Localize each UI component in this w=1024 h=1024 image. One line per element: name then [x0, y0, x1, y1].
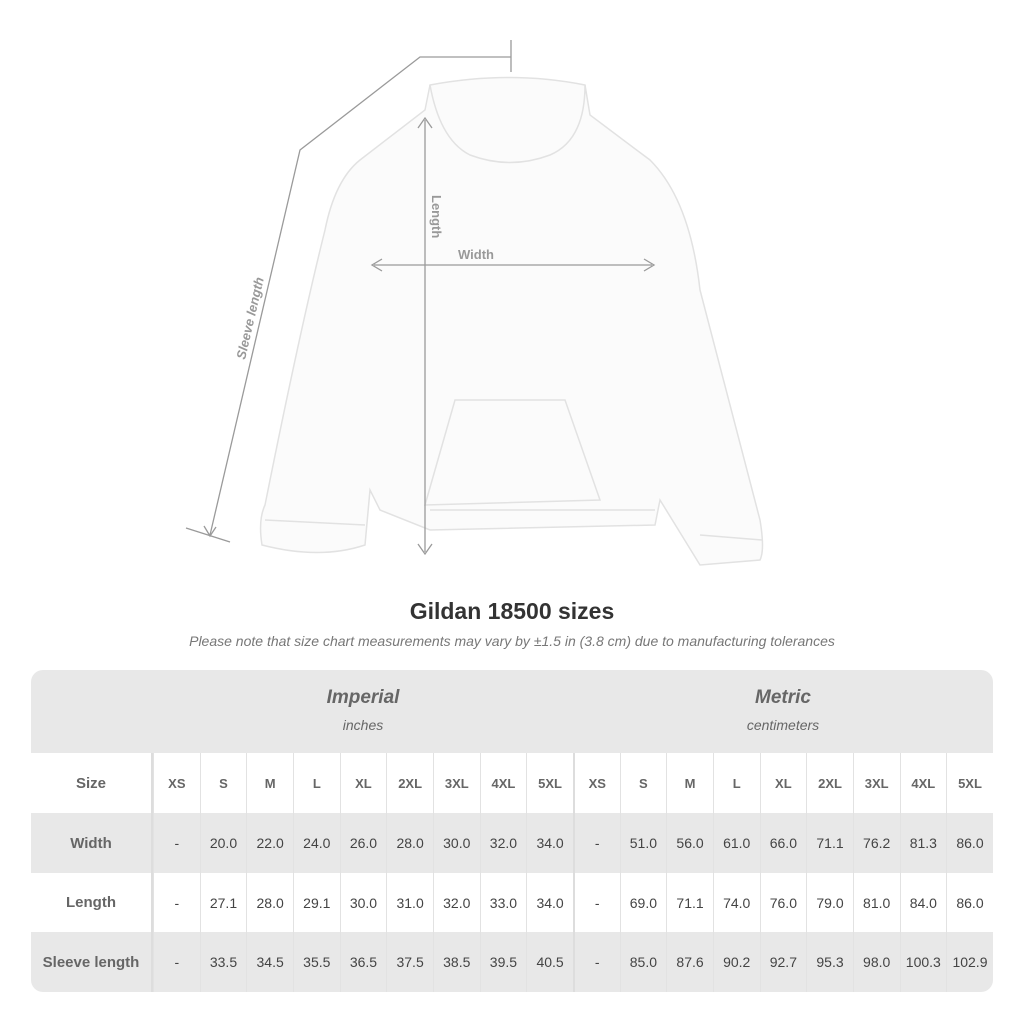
length-label: Length [429, 195, 444, 238]
size-header-imperial: S [199, 753, 247, 813]
size-header-metric: XL [759, 753, 807, 813]
size-header-imperial: 3XL [432, 753, 480, 813]
size-header-metric: L [712, 753, 760, 813]
size-header-row: Size XS S M L XL 2XL 3XL 4XL 5XL XS S M L XL 2XL 3XL 4XL 5… [31, 753, 993, 813]
imperial-value: 40.5 [526, 932, 573, 992]
metric-value: 61.0 [712, 813, 760, 873]
imperial-value: 28.0 [246, 873, 293, 932]
metric-value: 90.2 [712, 932, 760, 992]
imperial-value: 31.0 [386, 873, 433, 932]
imperial-value: 20.0 [199, 813, 247, 873]
hoodie-diagram: Sleeve length Length Width [185, 40, 764, 566]
metric-title: Metric [755, 687, 811, 708]
sleeve-length-label: Sleeve length [233, 276, 266, 361]
imperial-title: Imperial [326, 687, 400, 708]
metric-value: 71.1 [666, 873, 713, 932]
size-header-metric: M [666, 753, 713, 813]
table-row: Width -20.0 22.0 24.0 26.0 28.0 30.0 32.0 34.0-5… [31, 813, 993, 873]
metric-value: - [572, 932, 620, 992]
metric-value: 79.0 [806, 873, 853, 932]
imperial-value: 24.0 [292, 813, 340, 873]
size-header-imperial: XS [153, 753, 200, 813]
imperial-value: 35.5 [292, 932, 340, 992]
page-title: Gildan 18500 sizes [409, 598, 615, 624]
imperial-value: 34.5 [246, 932, 293, 992]
metric-value: 69.0 [619, 873, 667, 932]
metric-value: 86.0 [946, 873, 993, 932]
size-header-imperial: M [246, 753, 293, 813]
imperial-value: 39.5 [479, 932, 527, 992]
metric-value: 102.9 [946, 932, 993, 992]
size-header-imperial: L [292, 753, 340, 813]
imperial-value: - [153, 932, 200, 992]
imperial-value: 33.5 [199, 932, 247, 992]
metric-value: 98.0 [852, 932, 900, 992]
metric-value: 74.0 [712, 873, 760, 932]
row-label: Width [31, 813, 153, 873]
metric-value: 85.0 [619, 932, 667, 992]
size-header-imperial: 4XL [479, 753, 527, 813]
imperial-value: 22.0 [246, 813, 293, 873]
width-label: Width [458, 247, 494, 262]
metric-value: 56.0 [666, 813, 713, 873]
table-row: Length -27.1 28.0 29.1 30.0 31.0 32.0 33.0 34.0-… [31, 873, 993, 932]
imperial-value: 32.0 [479, 813, 527, 873]
size-header-metric: 3XL [852, 753, 900, 813]
imperial-value: 37.5 [386, 932, 433, 992]
metric-value: - [572, 813, 620, 873]
metric-value: 76.0 [759, 873, 807, 932]
metric-value: 86.0 [946, 813, 993, 873]
imperial-value: 29.1 [292, 873, 340, 932]
metric-value: 71.1 [806, 813, 853, 873]
size-header-metric: 4XL [899, 753, 947, 813]
imperial-value: 32.0 [432, 873, 480, 932]
metric-value: 51.0 [619, 813, 667, 873]
size-header-metric: 2XL [806, 753, 853, 813]
unit-header: Imperial inches Metric centimeters [31, 670, 993, 753]
hoodie-image [259, 76, 764, 566]
imperial-value: 34.0 [526, 813, 573, 873]
tolerance-note: Please note that size chart measurements… [189, 633, 835, 649]
imperial-header: Imperial inches [153, 670, 573, 753]
measurement-lines [185, 40, 656, 556]
imperial-value: 27.1 [199, 873, 247, 932]
row-label: Length [31, 873, 153, 932]
imperial-value: 30.0 [432, 813, 480, 873]
imperial-value: 26.0 [339, 813, 387, 873]
size-label: Size [31, 753, 153, 813]
metric-value: - [572, 873, 620, 932]
metric-unit: centimeters [746, 717, 820, 733]
size-header-imperial: 5XL [526, 753, 573, 813]
metric-value: 95.3 [806, 932, 853, 992]
row-label: Sleeve length [31, 932, 153, 992]
metric-value: 81.3 [899, 813, 947, 873]
size-header-imperial: 2XL [386, 753, 433, 813]
metric-value: 92.7 [759, 932, 807, 992]
imperial-value: 34.0 [526, 873, 573, 932]
metric-value: 84.0 [899, 873, 947, 932]
imperial-value: 28.0 [386, 813, 433, 873]
size-header-imperial: XL [339, 753, 387, 813]
metric-value: 66.0 [759, 813, 807, 873]
imperial-unit: inches [342, 717, 384, 733]
metric-value: 87.6 [666, 932, 713, 992]
imperial-value: 33.0 [479, 873, 527, 932]
size-header-metric: 5XL [946, 753, 993, 813]
imperial-value: 30.0 [339, 873, 387, 932]
metric-value: 76.2 [852, 813, 900, 873]
size-header-metric: XS [572, 753, 620, 813]
imperial-value: - [153, 873, 200, 932]
imperial-value: 38.5 [432, 932, 480, 992]
metric-value: 100.3 [899, 932, 947, 992]
size-table: Imperial inches Metric centimeters Size X… [31, 670, 993, 992]
metric-header: Metric centimeters [573, 670, 993, 753]
imperial-value: 36.5 [339, 932, 387, 992]
metric-value: 81.0 [852, 873, 900, 932]
table-row: Sleeve length -33.5 34.5 35.5 36.5 37.5 38.5 39… [31, 932, 993, 992]
size-header-metric: S [619, 753, 667, 813]
imperial-value: - [153, 813, 200, 873]
